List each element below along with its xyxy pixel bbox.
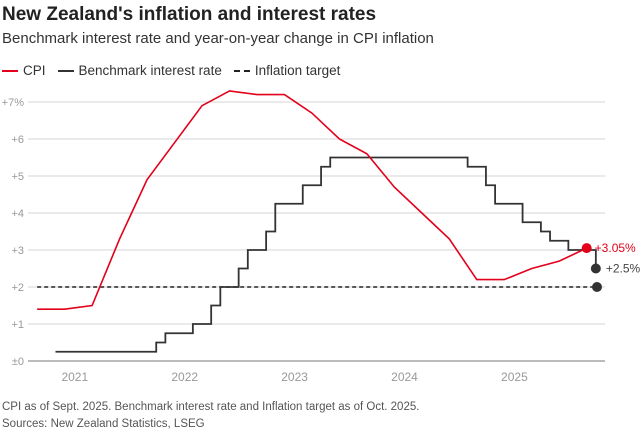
- y-tick-label: +5: [11, 171, 24, 183]
- x-tick-label: 2025: [501, 370, 528, 384]
- legend-item-rate: Benchmark interest rate: [57, 63, 222, 78]
- y-tick-label: ±0: [12, 356, 24, 368]
- y-tick-label: +7%: [2, 97, 25, 109]
- y-tick-label: +4: [11, 208, 24, 220]
- interest-rate-line: [55, 156, 597, 353]
- cpi-end-dot: [581, 243, 592, 254]
- legend-swatch-rate: [57, 69, 74, 72]
- cpi-line: [37, 90, 588, 311]
- y-tick-label: +3: [11, 245, 24, 257]
- y-tick-label: +2: [11, 282, 24, 294]
- legend-label-target: Inflation target: [254, 63, 341, 78]
- x-tick-label: 2024: [391, 370, 418, 384]
- interest-rate-end-dot: [590, 263, 601, 274]
- footnote: CPI as of Sept. 2025. Benchmark interest…: [2, 401, 420, 413]
- x-tick-label: 2022: [171, 370, 198, 384]
- chart-subtitle: Benchmark interest rate and year-on-year…: [2, 30, 434, 47]
- legend-item-target: Inflation target: [233, 63, 341, 78]
- legend-swatch-cpi: [2, 69, 18, 72]
- x-tick-label: 2021: [61, 370, 88, 384]
- cpi-end-label: +3.05%: [595, 241, 636, 255]
- source-note: Sources: New Zealand Statistics, LSEG: [2, 418, 205, 430]
- y-tick-label: +6: [11, 134, 24, 146]
- interest-rate-end-label: +2.5%: [606, 262, 640, 276]
- legend-label-cpi: CPI: [23, 63, 46, 78]
- x-tick-label: 2023: [281, 370, 308, 384]
- legend-item-cpi: CPI: [2, 63, 46, 78]
- legend-label-rate: Benchmark interest rate: [78, 63, 222, 78]
- chart-title: New Zealand's inflation and interest rat…: [2, 4, 377, 25]
- legend: CPI Benchmark interest rate Inflation ta…: [2, 63, 340, 78]
- legend-swatch-target: [233, 69, 250, 72]
- y-tick-label: +1: [11, 319, 24, 331]
- inflation-target-end-dot: [592, 282, 602, 292]
